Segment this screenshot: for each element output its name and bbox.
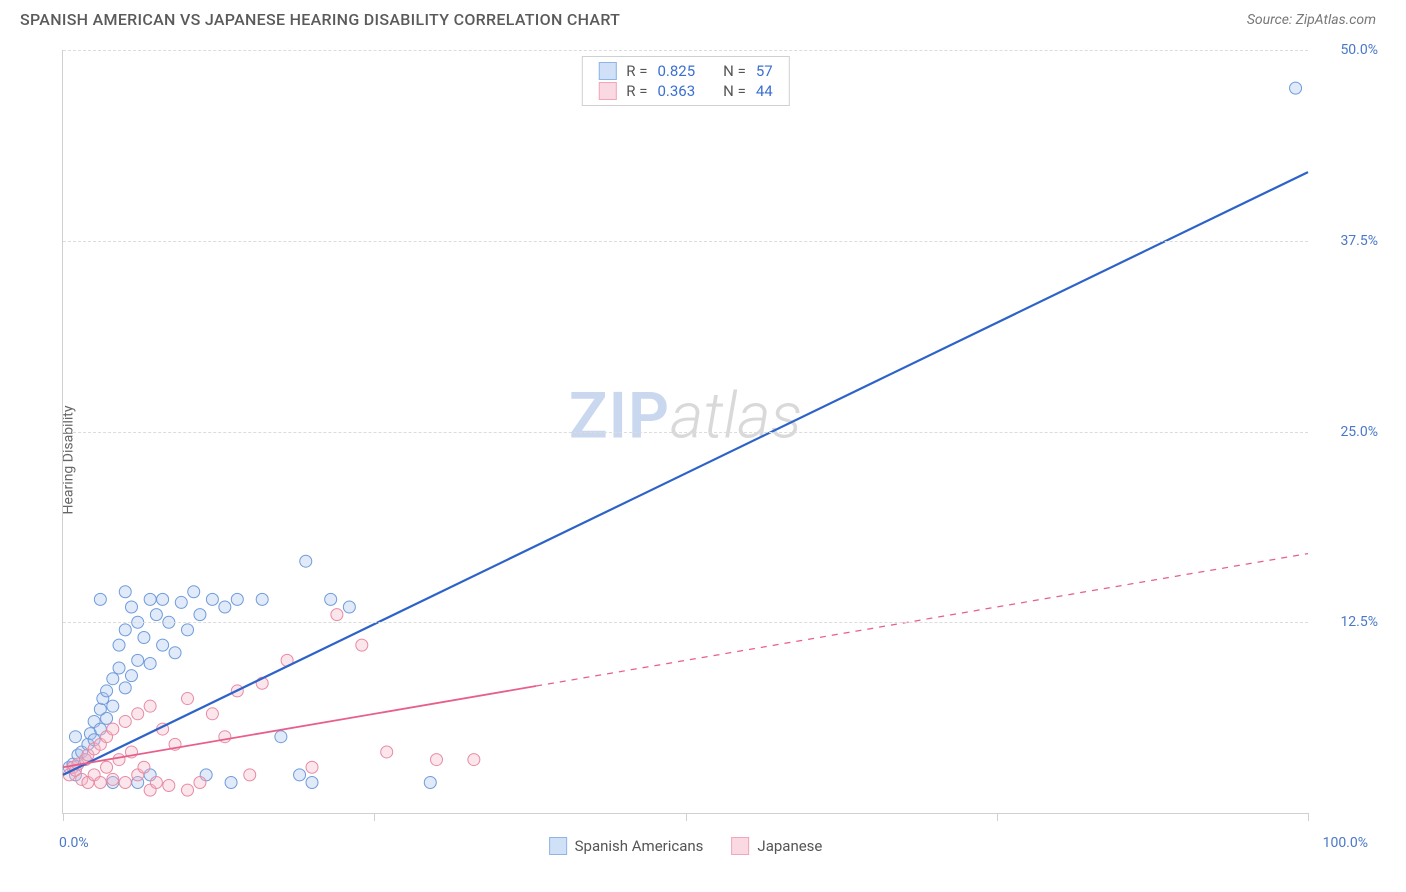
scatter-point bbox=[119, 776, 131, 788]
scatter-point bbox=[119, 586, 131, 598]
scatter-point bbox=[194, 776, 206, 788]
scatter-point bbox=[219, 601, 231, 613]
gridline bbox=[63, 50, 1308, 51]
scatter-point bbox=[431, 754, 443, 766]
scatter-point bbox=[225, 776, 237, 788]
x-tick bbox=[1308, 813, 1309, 821]
scatter-point bbox=[119, 624, 131, 636]
y-tick-label: 37.5% bbox=[1316, 233, 1378, 249]
scatter-point bbox=[275, 731, 287, 743]
scatter-point bbox=[150, 776, 162, 788]
scatter-point bbox=[182, 693, 194, 705]
legend-swatch bbox=[731, 837, 749, 855]
regression-line-extrapolated bbox=[536, 554, 1308, 686]
scatter-point bbox=[157, 639, 169, 651]
scatter-point bbox=[113, 662, 125, 674]
scatter-point bbox=[144, 593, 156, 605]
gridline bbox=[63, 622, 1308, 623]
scatter-point bbox=[138, 761, 150, 773]
scatter-point bbox=[119, 682, 131, 694]
chart-container: Hearing Disability ZIPatlas R =0.825N =5… bbox=[20, 46, 1386, 874]
scatter-point bbox=[163, 780, 175, 792]
scatter-point bbox=[356, 639, 368, 651]
scatter-point bbox=[306, 776, 318, 788]
scatter-point bbox=[94, 593, 106, 605]
scatter-point bbox=[125, 670, 137, 682]
scatter-point bbox=[107, 700, 119, 712]
x-tick bbox=[686, 813, 687, 821]
plot-area: ZIPatlas R =0.825N =57R =0.363N =44 Span… bbox=[62, 50, 1308, 814]
scatter-point bbox=[194, 609, 206, 621]
x-tick bbox=[997, 813, 998, 821]
scatter-point bbox=[119, 715, 131, 727]
scatter-point bbox=[107, 673, 119, 685]
scatter-point bbox=[132, 708, 144, 720]
scatter-point bbox=[231, 593, 243, 605]
scatter-point bbox=[188, 586, 200, 598]
legend-item: Spanish Americans bbox=[549, 837, 704, 855]
scatter-point bbox=[169, 647, 181, 659]
regression-line bbox=[63, 686, 536, 767]
scatter-point bbox=[256, 593, 268, 605]
scatter-point bbox=[157, 593, 169, 605]
scatter-point bbox=[244, 769, 256, 781]
scatter-point bbox=[306, 761, 318, 773]
legend-label: Japanese bbox=[757, 837, 822, 855]
scatter-point bbox=[138, 632, 150, 644]
regression-line bbox=[63, 172, 1308, 775]
scatter-point bbox=[381, 746, 393, 758]
scatter-point bbox=[144, 657, 156, 669]
scatter-point bbox=[182, 784, 194, 796]
legend-label: Spanish Americans bbox=[575, 837, 704, 855]
scatter-point bbox=[468, 754, 480, 766]
scatter-point bbox=[175, 596, 187, 608]
legend-item: Japanese bbox=[731, 837, 822, 855]
x-tick bbox=[63, 813, 64, 821]
series-legend: Spanish Americans Japanese bbox=[549, 837, 823, 855]
scatter-point bbox=[113, 754, 125, 766]
y-tick-label: 12.5% bbox=[1316, 614, 1378, 630]
x-tick bbox=[374, 813, 375, 821]
y-tick-label: 50.0% bbox=[1316, 42, 1378, 58]
chart-title: SPANISH AMERICAN VS JAPANESE HEARING DIS… bbox=[20, 10, 620, 29]
scatter-point bbox=[325, 593, 337, 605]
legend-swatch bbox=[549, 837, 567, 855]
chart-source: Source: ZipAtlas.com bbox=[1247, 12, 1376, 28]
x-min-label: 0.0% bbox=[59, 835, 89, 851]
scatter-point bbox=[206, 593, 218, 605]
scatter-point bbox=[150, 609, 162, 621]
chart-header: SPANISH AMERICAN VS JAPANESE HEARING DIS… bbox=[0, 0, 1406, 35]
scatter-point bbox=[343, 601, 355, 613]
scatter-point bbox=[144, 700, 156, 712]
scatter-point bbox=[294, 769, 306, 781]
scatter-point bbox=[424, 776, 436, 788]
scatter-point bbox=[107, 773, 119, 785]
scatter-point bbox=[101, 685, 113, 697]
scatter-point bbox=[182, 624, 194, 636]
scatter-point bbox=[132, 654, 144, 666]
scatter-point bbox=[300, 555, 312, 567]
y-tick-label: 25.0% bbox=[1316, 424, 1378, 440]
gridline bbox=[63, 432, 1308, 433]
scatter-point bbox=[101, 761, 113, 773]
scatter-point bbox=[113, 639, 125, 651]
scatter-point bbox=[1290, 82, 1302, 94]
scatter-point bbox=[107, 723, 119, 735]
scatter-point bbox=[125, 601, 137, 613]
scatter-point bbox=[69, 731, 81, 743]
source-name: ZipAtlas.com bbox=[1296, 12, 1376, 28]
x-max-label: 100.0% bbox=[1323, 835, 1368, 851]
scatter-point bbox=[331, 609, 343, 621]
gridline bbox=[63, 241, 1308, 242]
scatter-point bbox=[206, 708, 218, 720]
scatter-point bbox=[94, 776, 106, 788]
source-prefix: Source: bbox=[1247, 12, 1296, 28]
scatter-point bbox=[101, 712, 113, 724]
